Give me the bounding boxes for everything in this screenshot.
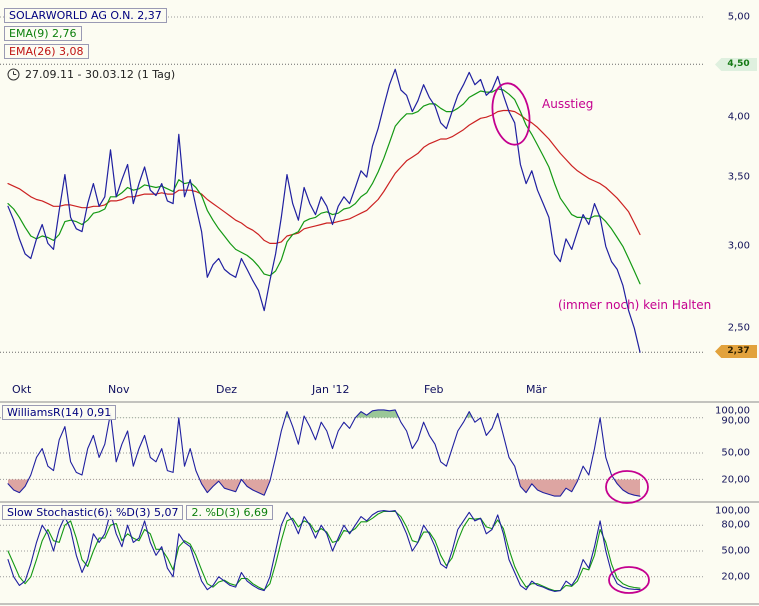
- x-axis-label-dez: Dez: [216, 383, 238, 396]
- price-tag-237[interactable]: 2,37: [715, 345, 757, 358]
- williams-oversold-fill: [8, 479, 640, 497]
- x-axis-label-okt: Okt: [12, 383, 32, 396]
- price-line: [7, 68, 641, 353]
- y-axis-label-350: 3,50: [727, 171, 750, 183]
- x-axis-label-feb: Feb: [424, 383, 444, 396]
- ema26-line: [7, 109, 641, 244]
- x-axis-label-mar: Mär: [526, 383, 547, 396]
- stochastic-d-legend[interactable]: Slow Stochastic(6): %D(3) 5,07: [2, 505, 184, 520]
- stochastic-ellipse[interactable]: [608, 566, 650, 594]
- williams-axis-20: 20,00: [721, 474, 750, 486]
- stoch-axis-80: 80,00: [721, 519, 750, 531]
- ema26-legend[interactable]: EMA(26) 3,08: [4, 44, 89, 59]
- williams-axis-50: 50,00: [721, 447, 750, 459]
- alert-tag-450[interactable]: 4,50: [715, 58, 757, 71]
- clock-icon: [7, 68, 20, 81]
- x-axis-label-nov: Nov: [108, 383, 130, 396]
- williams-line: [7, 409, 641, 497]
- ausstieg-ellipse[interactable]: [488, 80, 534, 147]
- x-axis-label-jan: Jan '12: [312, 383, 350, 396]
- williams-axis-90: 90,00: [721, 415, 750, 427]
- stoch-axis-20: 20,00: [721, 571, 750, 583]
- williams-legend[interactable]: WilliamsR(14) 0,91: [2, 405, 117, 420]
- symbol-legend[interactable]: SOLARWORLD AG O.N. 2,37: [4, 8, 167, 23]
- y-axis-label-250: 2,50: [727, 322, 750, 334]
- williams-axis-100: 100,00: [715, 405, 750, 417]
- kein-halten-annotation[interactable]: (immer noch) kein Halten: [558, 298, 712, 312]
- ema9-line: [7, 88, 641, 285]
- ema9-legend[interactable]: EMA(9) 2,76: [4, 26, 82, 41]
- y-axis-label-300: 3,00: [727, 240, 750, 252]
- ausstieg-annotation[interactable]: Ausstieg: [542, 97, 594, 111]
- stochastic-d2-legend[interactable]: 2. %D(3) 6,69: [186, 505, 273, 520]
- williams-ellipse[interactable]: [605, 470, 649, 504]
- stoch-axis-50: 50,00: [721, 545, 750, 557]
- date-range-row: 27.09.11 - 30.03.12 (1 Tag): [7, 68, 175, 81]
- price-legend-group: SOLARWORLD AG O.N. 2,37 EMA(9) 2,76 EMA(…: [4, 8, 167, 59]
- stochastic-d-line: [7, 510, 641, 592]
- y-axis-label-400: 4,00: [727, 111, 750, 123]
- stoch-axis-100: 100,00: [715, 505, 750, 517]
- y-axis-label-500: 5,00: [727, 11, 750, 23]
- date-range-label: 27.09.11 - 30.03.12 (1 Tag): [25, 68, 176, 81]
